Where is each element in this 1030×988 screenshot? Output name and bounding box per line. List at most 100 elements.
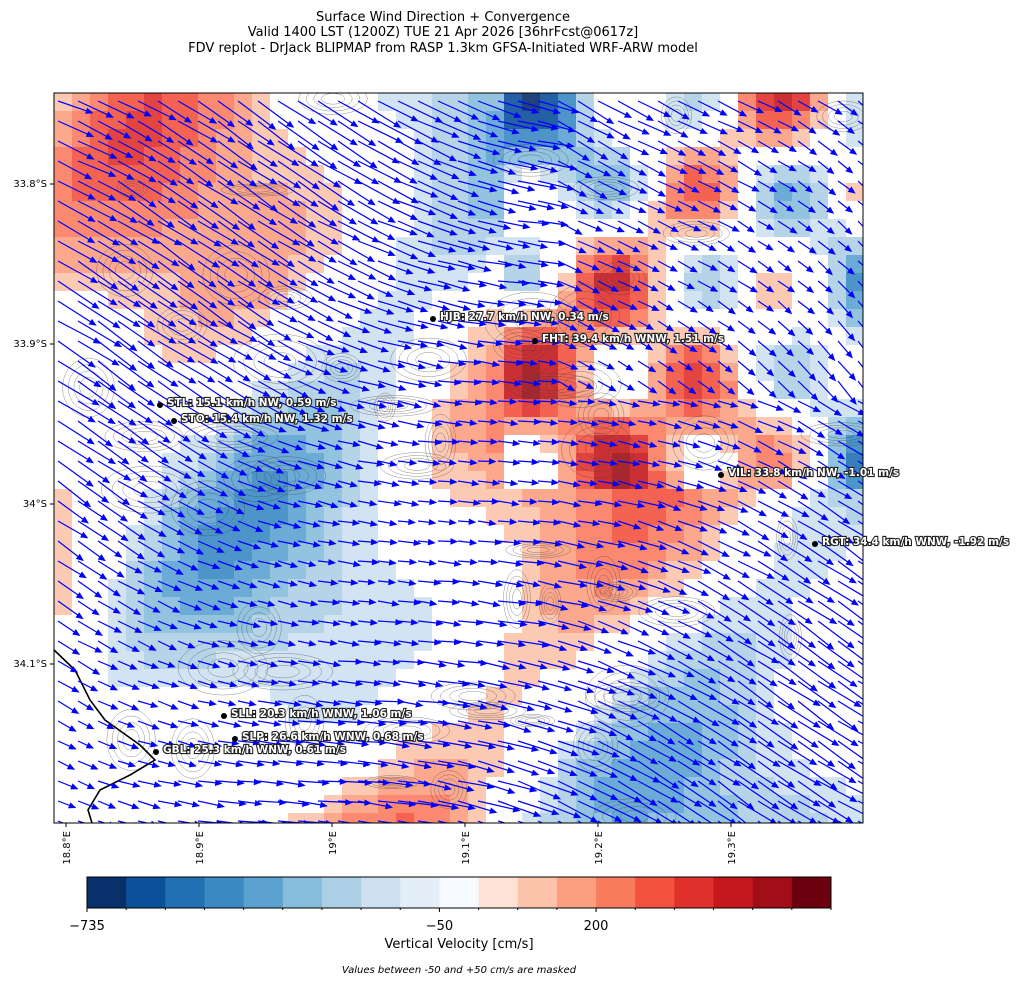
velocity-cell	[612, 507, 630, 525]
velocity-cell	[522, 237, 540, 255]
velocity-cell	[774, 183, 792, 201]
station-label: HJB: 27.7 km/h NW, 0.34 m/s	[440, 311, 609, 323]
velocity-cell	[342, 795, 360, 813]
velocity-cell	[144, 489, 162, 507]
velocity-cell	[756, 291, 774, 309]
velocity-cell	[540, 525, 558, 543]
station-dot	[157, 402, 163, 408]
velocity-cell	[648, 291, 666, 309]
velocity-cell	[540, 417, 558, 435]
velocity-cell	[774, 165, 792, 183]
velocity-cell	[468, 381, 486, 399]
velocity-cell	[306, 381, 324, 399]
velocity-cell	[198, 327, 216, 345]
velocity-cell	[756, 345, 774, 363]
velocity-cell	[234, 165, 252, 183]
velocity-cell	[558, 507, 576, 525]
velocity-cell	[522, 579, 540, 597]
lon-tick-label: 19.1°E	[461, 831, 472, 865]
velocity-cell	[432, 723, 450, 741]
velocity-cell	[702, 291, 720, 309]
velocity-cell	[468, 453, 486, 471]
velocity-cell	[666, 111, 684, 129]
velocity-cell	[702, 345, 720, 363]
mask-note: Values between -50 and +50 cm/s are mask…	[342, 965, 577, 976]
velocity-cell	[396, 93, 414, 111]
velocity-cell	[666, 633, 684, 651]
velocity-cell	[216, 93, 234, 111]
velocity-cell	[630, 687, 648, 705]
velocity-cell	[468, 813, 486, 823]
velocity-cell	[360, 597, 378, 615]
velocity-cell	[252, 507, 270, 525]
velocity-cell	[90, 129, 108, 147]
velocity-cell	[252, 255, 270, 273]
velocity-cell	[486, 129, 504, 147]
velocity-cell	[540, 507, 558, 525]
velocity-cell	[126, 579, 144, 597]
velocity-cell	[180, 507, 198, 525]
velocity-cell	[756, 471, 774, 489]
velocity-cell	[558, 129, 576, 147]
velocity-cell	[792, 327, 810, 345]
velocity-cell	[666, 489, 684, 507]
velocity-cell	[252, 219, 270, 237]
velocity-cell	[414, 597, 432, 615]
velocity-cell	[180, 183, 198, 201]
velocity-cell	[774, 273, 792, 291]
colorbar-bin	[674, 877, 715, 908]
velocity-cell	[486, 381, 504, 399]
velocity-cell	[180, 93, 198, 111]
velocity-cell	[738, 435, 756, 453]
velocity-cell	[540, 777, 558, 795]
velocity-cell	[540, 129, 558, 147]
velocity-cell	[216, 525, 234, 543]
colorbar-bin	[478, 877, 519, 908]
velocity-cell	[144, 201, 162, 219]
velocity-cell	[270, 507, 288, 525]
velocity-cell	[720, 471, 738, 489]
velocity-cell	[594, 327, 612, 345]
velocity-cell	[774, 219, 792, 237]
velocity-cell	[558, 309, 576, 327]
title-line: FDV replot - DrJack BLIPMAP from RASP 1.…	[188, 41, 698, 56]
velocity-cell	[756, 435, 774, 453]
velocity-cell	[486, 327, 504, 345]
velocity-cell	[630, 435, 648, 453]
velocity-cell	[504, 237, 522, 255]
velocity-cell	[558, 543, 576, 561]
velocity-cell	[396, 273, 414, 291]
velocity-cell	[648, 435, 666, 453]
velocity-cell	[126, 615, 144, 633]
velocity-cell	[702, 741, 720, 759]
velocity-cell	[810, 219, 828, 237]
velocity-cell	[90, 237, 108, 255]
velocity-cell	[126, 669, 144, 687]
velocity-cell	[108, 147, 126, 165]
velocity-cell	[540, 93, 558, 111]
velocity-cell	[144, 291, 162, 309]
velocity-cell	[324, 795, 342, 813]
velocity-cell	[198, 93, 216, 111]
velocity-cell	[558, 327, 576, 345]
velocity-cell	[378, 327, 396, 345]
velocity-cell	[612, 435, 630, 453]
velocity-cell	[666, 363, 684, 381]
colorbar-label: Vertical Velocity [cm/s]	[384, 937, 533, 952]
velocity-cell	[432, 255, 450, 273]
station-dot	[812, 541, 818, 547]
velocity-cell	[504, 399, 522, 417]
velocity-cell	[720, 489, 738, 507]
velocity-cell	[702, 273, 720, 291]
velocity-cell	[594, 273, 612, 291]
velocity-cell	[684, 291, 702, 309]
station-label: GBL: 25.3 km/h WNW, 0.61 m/s	[163, 744, 346, 756]
velocity-cell	[594, 129, 612, 147]
velocity-cell	[324, 651, 342, 669]
velocity-cell	[684, 345, 702, 363]
velocity-cell	[162, 543, 180, 561]
velocity-cell	[342, 417, 360, 435]
velocity-cell	[432, 201, 450, 219]
velocity-cell	[234, 147, 252, 165]
